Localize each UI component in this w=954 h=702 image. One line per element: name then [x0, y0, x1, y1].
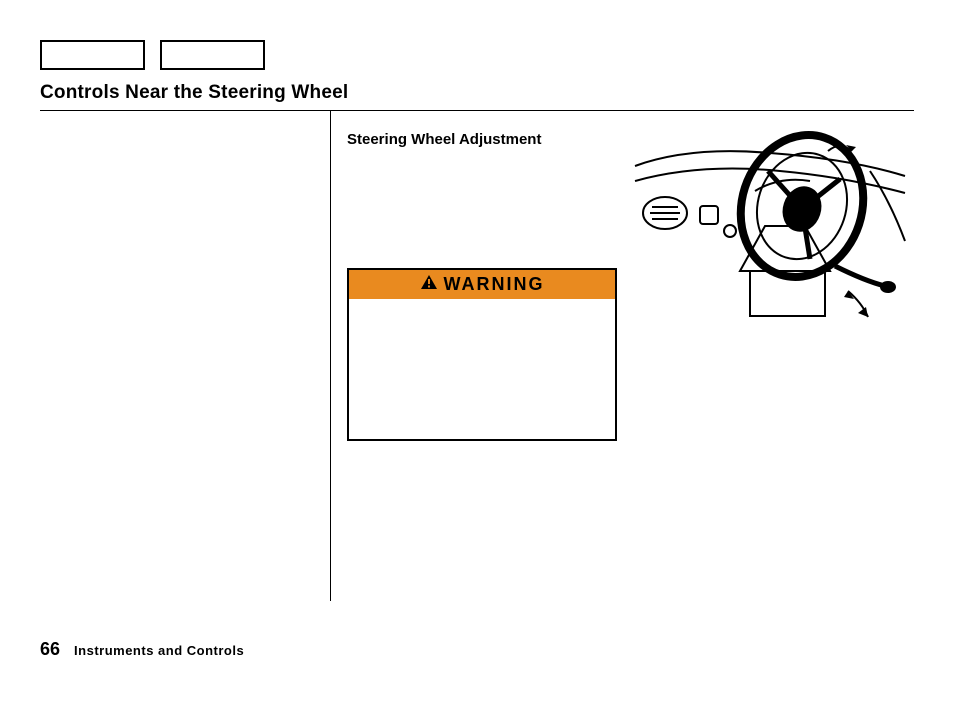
top-box-row — [40, 40, 914, 70]
warning-label: WARNING — [444, 274, 545, 295]
warning-body — [349, 299, 615, 439]
top-box-2 — [160, 40, 265, 70]
top-box-1 — [40, 40, 145, 70]
manual-page: Controls Near the Steering Wheel Steerin… — [40, 40, 914, 601]
warning-header: WARNING — [349, 270, 615, 299]
column-2: Steering Wheel Adjustment WARNING — [330, 111, 630, 601]
page-title: Controls Near the Steering Wheel — [40, 82, 914, 104]
column-1 — [40, 111, 330, 601]
subheading: Steering Wheel Adjustment — [347, 131, 618, 148]
section-label: Instruments and Controls — [74, 643, 244, 658]
warning-box: WARNING — [347, 268, 617, 441]
column-3 — [630, 111, 914, 601]
page-footer: 66 Instruments and Controls — [40, 639, 244, 660]
content-columns: Steering Wheel Adjustment WARNING — [40, 111, 914, 601]
warning-triangle-icon — [420, 274, 438, 295]
steering-wheel-illustration — [630, 131, 910, 341]
page-number: 66 — [40, 639, 60, 660]
